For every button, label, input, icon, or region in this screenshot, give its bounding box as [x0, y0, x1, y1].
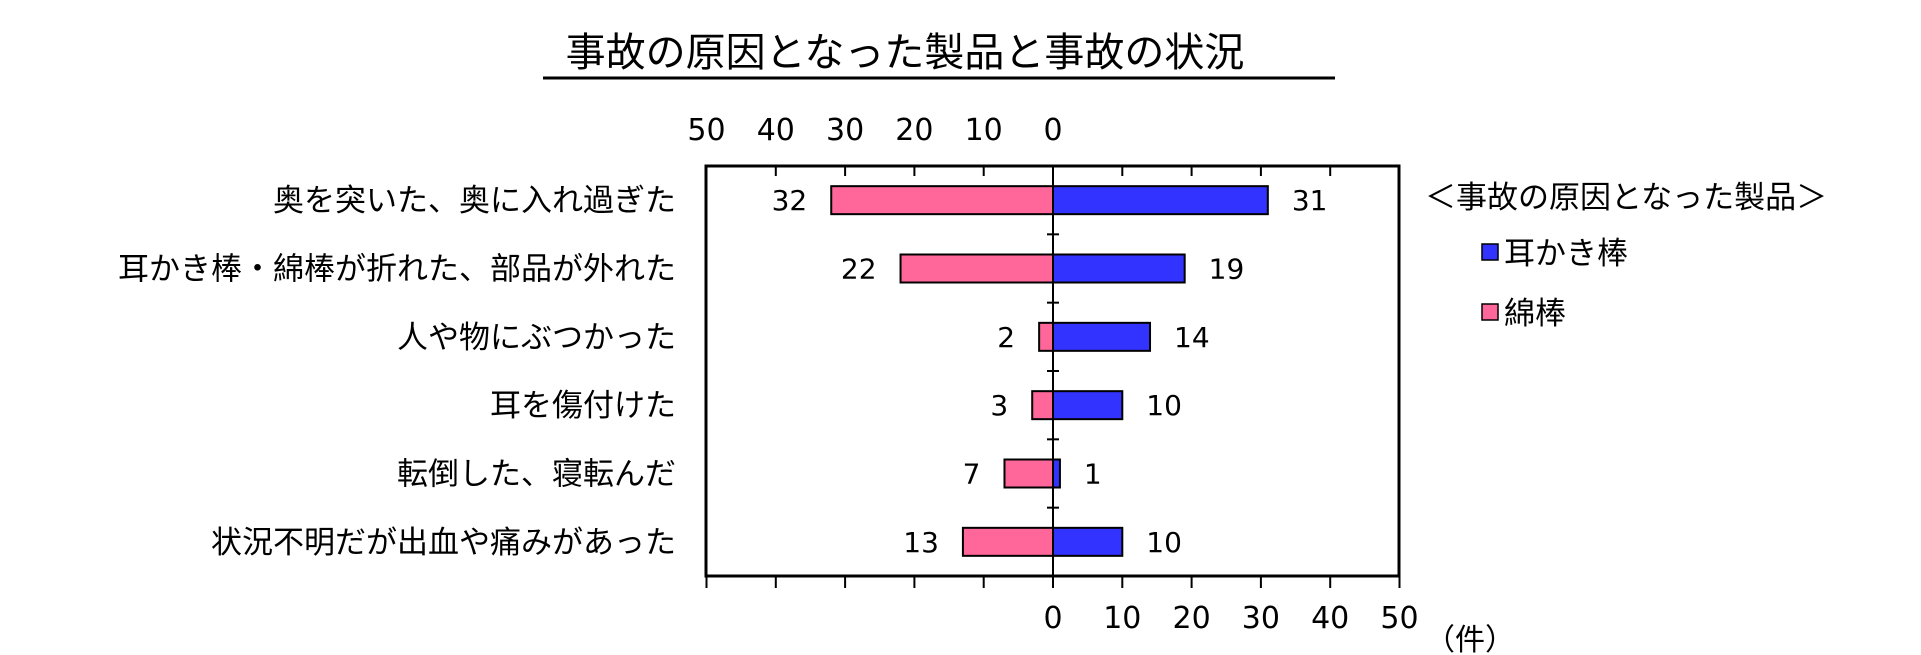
category-label: 転倒した、寝転んだ: [397, 457, 676, 493]
legend: ＜事故の原因となった製品＞ 耳かき棒 綿棒: [1425, 180, 1827, 332]
category-label: 人や物にぶつかった: [397, 320, 676, 356]
category-labels: 奥を突いた、奥に入れ過ぎた耳かき棒・綿棒が折れた、部品が外れた人や物にぶつかった…: [118, 183, 676, 561]
legend-title: ＜事故の原因となった製品＞: [1425, 180, 1827, 216]
top-tick-label: 10: [965, 113, 1003, 148]
top-tick-label: 30: [826, 113, 864, 148]
category-label: 耳かき棒・綿棒が折れた、部品が外れた: [118, 252, 676, 288]
top-axis-tick-labels: 50 40 30 20 10 0: [687, 113, 1062, 148]
value-label: 10: [1146, 526, 1182, 559]
bar: [1052, 253, 1186, 284]
axis-ticks: [705, 166, 1401, 588]
bar: [1038, 321, 1055, 352]
category-label: 奥を突いた、奥に入れ過ぎた: [273, 183, 676, 219]
bar: [899, 253, 1054, 284]
bar: [961, 526, 1054, 557]
bar: [1052, 390, 1124, 421]
top-tick-label: 50: [687, 113, 725, 148]
bar: [1003, 458, 1054, 489]
chart-title: 事故の原因となった製品と事故の状況: [566, 30, 1245, 76]
value-label: 32: [772, 184, 808, 217]
bar: [1031, 390, 1054, 421]
bottom-axis-tick-labels: 0 10 20 30 40 50: [1043, 601, 1418, 636]
value-label: 3: [990, 389, 1008, 422]
unit-label: （件）: [1425, 623, 1515, 655]
bottom-tick-label: 30: [1242, 601, 1280, 636]
bar: [1052, 526, 1124, 557]
bottom-tick-label: 0: [1043, 601, 1062, 636]
legend-swatch-earpick: [1481, 243, 1499, 261]
legend-swatch-cottonswab: [1481, 303, 1499, 321]
top-tick-label: 40: [757, 113, 795, 148]
value-label: 19: [1209, 253, 1245, 286]
bar: [1052, 458, 1061, 489]
value-label: 10: [1146, 389, 1182, 422]
value-label: 7: [963, 458, 981, 491]
legend-label-earpick: 耳かき棒: [1504, 236, 1628, 272]
value-label: 1: [1084, 458, 1102, 491]
bar: [830, 185, 1054, 216]
top-tick-label: 20: [895, 113, 933, 148]
bar: [1052, 321, 1152, 352]
bottom-tick-label: 50: [1380, 601, 1418, 636]
value-label: 14: [1174, 321, 1210, 354]
value-label: 22: [841, 253, 877, 286]
bottom-tick-label: 10: [1103, 601, 1141, 636]
bar: [1052, 185, 1269, 216]
bottom-tick-label: 20: [1173, 601, 1211, 636]
value-label: 2: [997, 321, 1015, 354]
top-tick-label: 0: [1043, 113, 1062, 148]
category-label: 耳を傷付けた: [490, 388, 676, 424]
value-label: 13: [903, 526, 939, 559]
legend-label-cottonswab: 綿棒: [1504, 296, 1566, 332]
value-label: 31: [1292, 184, 1328, 217]
category-label: 状況不明だが出血や痛みがあった: [211, 525, 676, 561]
bottom-tick-label: 40: [1311, 601, 1349, 636]
